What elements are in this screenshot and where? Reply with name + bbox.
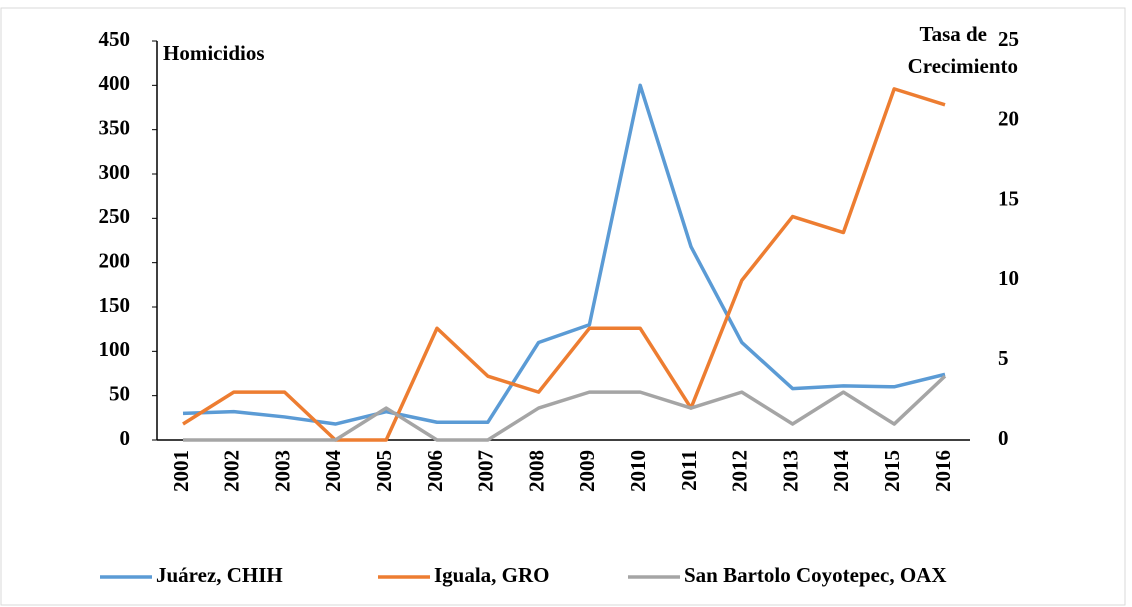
legend-label: San Bartolo Coyotepec, OAX [684,563,946,587]
x-tick-label: 2016 [931,450,955,492]
y-tick-label: 0 [120,426,131,450]
y-tick-label: 400 [99,71,131,95]
x-tick-label: 2010 [626,450,650,492]
x-tick-label: 2007 [474,450,498,492]
x-tick-label: 2002 [220,450,244,492]
y2-axis-label: Crecimiento [908,54,1018,78]
x-tick-label: 2004 [321,450,345,493]
legend-label: Iguala, GRO [434,563,550,587]
x-tick-label: 2008 [524,450,548,492]
legend-label: Juárez, CHIH [156,563,283,587]
line-series [182,87,946,442]
x-tick-label: 2005 [372,450,396,492]
y-tick-label: 100 [99,337,131,361]
x-tick-label: 2012 [728,450,752,492]
y2-tick-label: 15 [998,186,1019,210]
y-tick-label: 50 [109,381,130,405]
y2-tick-label: 20 [998,107,1019,131]
y-tick-label: 150 [99,293,131,317]
x-tick-label: 2006 [423,450,447,492]
line-series [183,374,947,442]
y-tick-label: 350 [99,115,131,139]
y2-tick-label: 25 [998,27,1019,51]
x-tick-label: 2009 [575,450,599,492]
y2-axis-label: Tasa de [919,22,987,46]
y2-tick-label: 10 [998,266,1019,290]
y-tick-label: 450 [99,27,131,51]
x-tick-label: 2015 [880,450,904,492]
y-tick-label: 200 [99,248,131,272]
x-tick-label: 2001 [169,450,193,492]
chart-border [0,7,1126,606]
x-tick-label: 2013 [778,450,802,492]
y-axis-label: Homicidios [163,41,265,65]
x-tick-label: 2014 [829,450,853,493]
line-series [182,83,946,426]
y-tick-label: 250 [99,204,131,228]
x-tick-label: 2011 [677,450,701,491]
y2-tick-label: 5 [998,346,1009,370]
y-tick-label: 300 [99,160,131,184]
y2-tick-label: 0 [998,426,1009,450]
x-tick-label: 2003 [270,450,294,492]
